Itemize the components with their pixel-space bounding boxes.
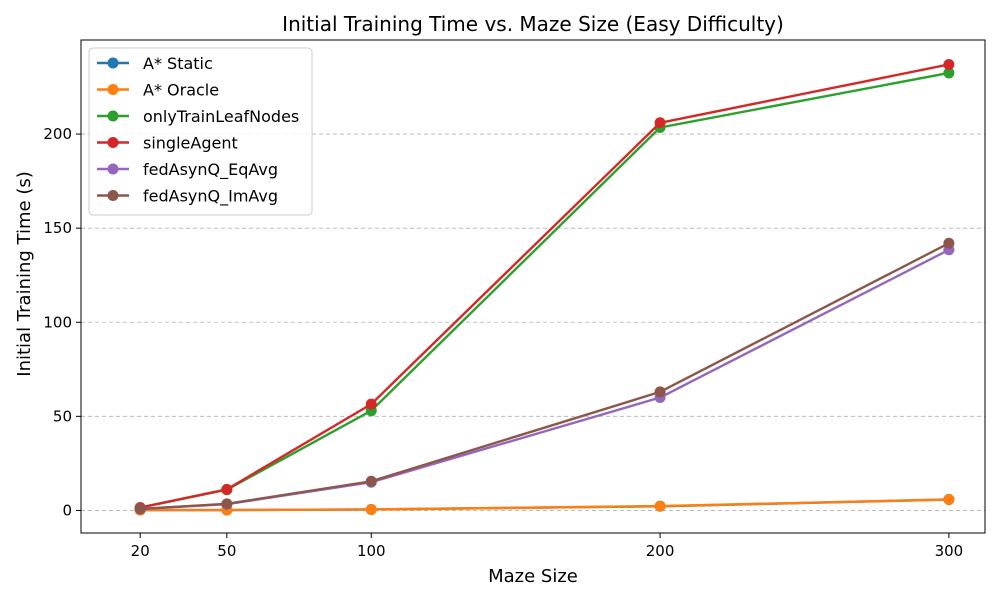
legend-marker [107,84,119,95]
x-axis-title: Maze Size [488,566,578,587]
x-tick-label: 300 [935,542,964,560]
legend-item: A* Oracle [97,81,219,100]
legend-label: onlyTrainLeafNodes [143,107,299,126]
data-point [365,398,377,410]
legend-label: A* Static [143,54,213,73]
y-tick-label: 200 [43,125,72,143]
y-tick-label: 0 [62,501,72,519]
legend-label: fedAsynQ_EqAvg [143,160,278,180]
data-point [365,475,377,487]
legend-label: singleAgent [143,134,238,153]
legend-marker [107,57,119,69]
legend-marker [107,190,119,201]
legend-item: singleAgent [97,134,238,153]
legend-marker [107,163,119,175]
x-tick-label: 200 [646,542,675,560]
y-tick-label: 50 [53,407,72,425]
y-tick-label: 100 [43,313,72,331]
legend-item: fedAsynQ_ImAvg [97,187,278,207]
legend-box [88,47,313,216]
data-point [221,498,233,510]
data-point [943,58,955,70]
data-point [943,237,955,249]
data-point [654,386,666,398]
legend-item: A* Static [97,54,213,73]
x-tick-label: 100 [357,542,386,560]
data-point [943,494,955,506]
data-point [654,117,666,129]
data-point [365,503,377,515]
data-point [943,67,955,79]
axes-layer: 0 50 100 150 200 20 50 100 200 300 [43,39,986,560]
legend-marker [107,110,119,122]
series-layer [134,58,955,516]
plot-frame [80,39,986,534]
legend-item: onlyTrainLeafNodes [97,107,299,126]
legend-marker [107,137,119,148]
legend: A* Static A* Oracle onlyTrainLeafNodes sing… [88,47,313,216]
x-tick-label: 20 [131,542,150,560]
legend-label: fedAsynQ_ImAvg [143,187,278,207]
series-fedAsynQ_ImAvg [134,237,955,515]
legend-item: fedAsynQ_EqAvg [97,160,278,180]
chart-title: Initial Training Time vs. Maze Size (Eas… [282,12,784,36]
data-point [134,503,146,515]
y-tick-label: 150 [43,219,72,237]
x-tick-label: 50 [217,542,236,560]
legend-label: A* Oracle [143,81,219,100]
data-point [221,483,233,495]
data-point [654,500,666,512]
y-axis-title: Initial Training Time (s) [14,171,35,376]
